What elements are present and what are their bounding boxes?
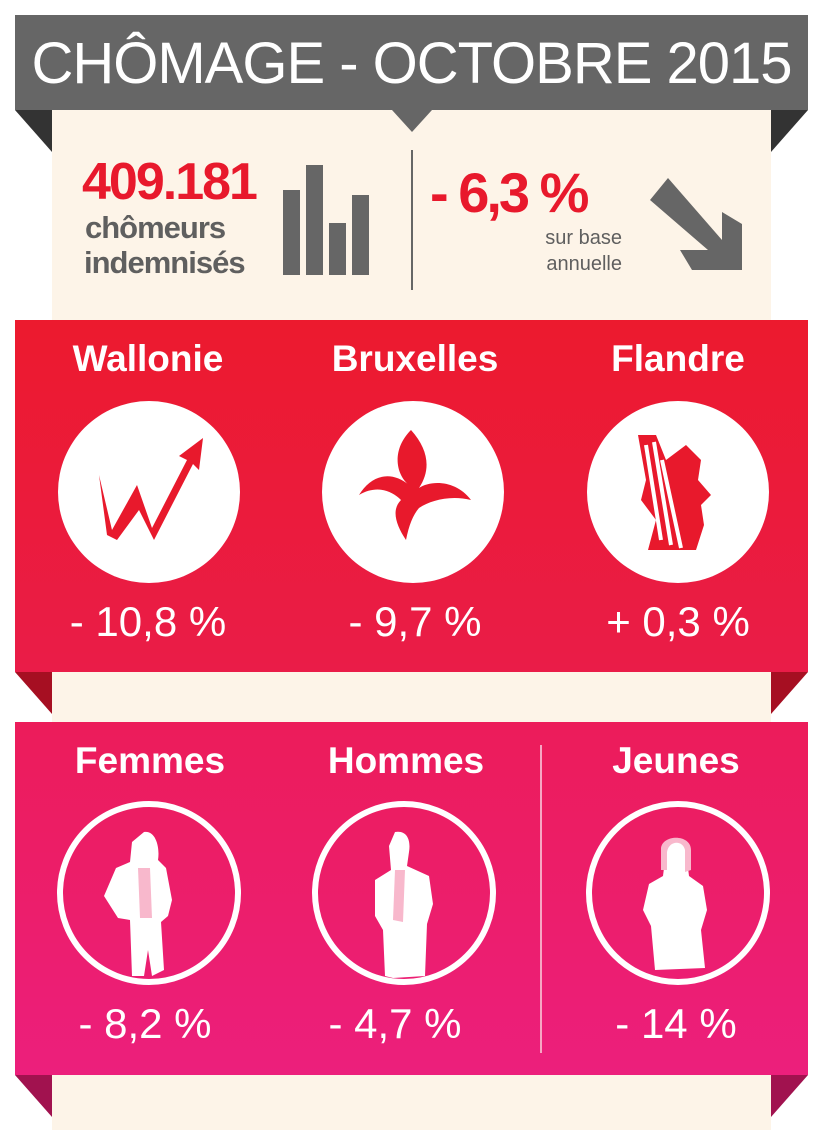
page-title: CHÔMAGE - OCTOBRE 2015 <box>31 31 792 96</box>
wallonia-rooster-logo <box>58 401 240 583</box>
summary-divider <box>411 150 413 290</box>
group-change: - 8,2 % <box>78 1000 212 1047</box>
group-change: - 4,7 % <box>328 1000 462 1047</box>
footer-panel <box>52 1075 771 1130</box>
count-label-2: indemnisés <box>84 245 246 280</box>
banner-pointer <box>392 110 432 132</box>
spacer-panel <box>52 672 771 722</box>
groups-divider <box>540 745 542 1053</box>
region-change: - 10,8 % <box>69 598 227 645</box>
unemployed-count: 409.181 <box>82 153 258 211</box>
flanders-lion-logo <box>587 401 769 583</box>
region-change: + 0,3 % <box>606 598 750 645</box>
change-label-2: annuelle <box>546 253 622 275</box>
region-change: - 9,7 % <box>348 598 482 645</box>
group-name: Femmes <box>74 740 226 781</box>
man-silhouette-icon <box>312 801 496 985</box>
change-label-1: sur base <box>545 227 622 249</box>
youth-silhouette-icon <box>586 801 770 985</box>
region-name: Bruxelles <box>331 338 499 379</box>
group-name: Jeunes <box>612 740 740 781</box>
title-banner <box>15 15 808 110</box>
woman-silhouette-icon <box>57 801 241 985</box>
region-name: Flandre <box>611 338 745 379</box>
bar-chart-icon <box>283 165 369 275</box>
region-name: Wallonie <box>72 338 224 379</box>
group-name: Hommes <box>327 740 485 781</box>
brussels-iris-logo <box>322 401 504 583</box>
arrow-down-right-icon <box>650 178 742 270</box>
group-change: - 14 % <box>615 1000 737 1047</box>
annual-change: - 6,3 % <box>430 161 589 224</box>
count-label-1: chômeurs <box>85 210 226 245</box>
